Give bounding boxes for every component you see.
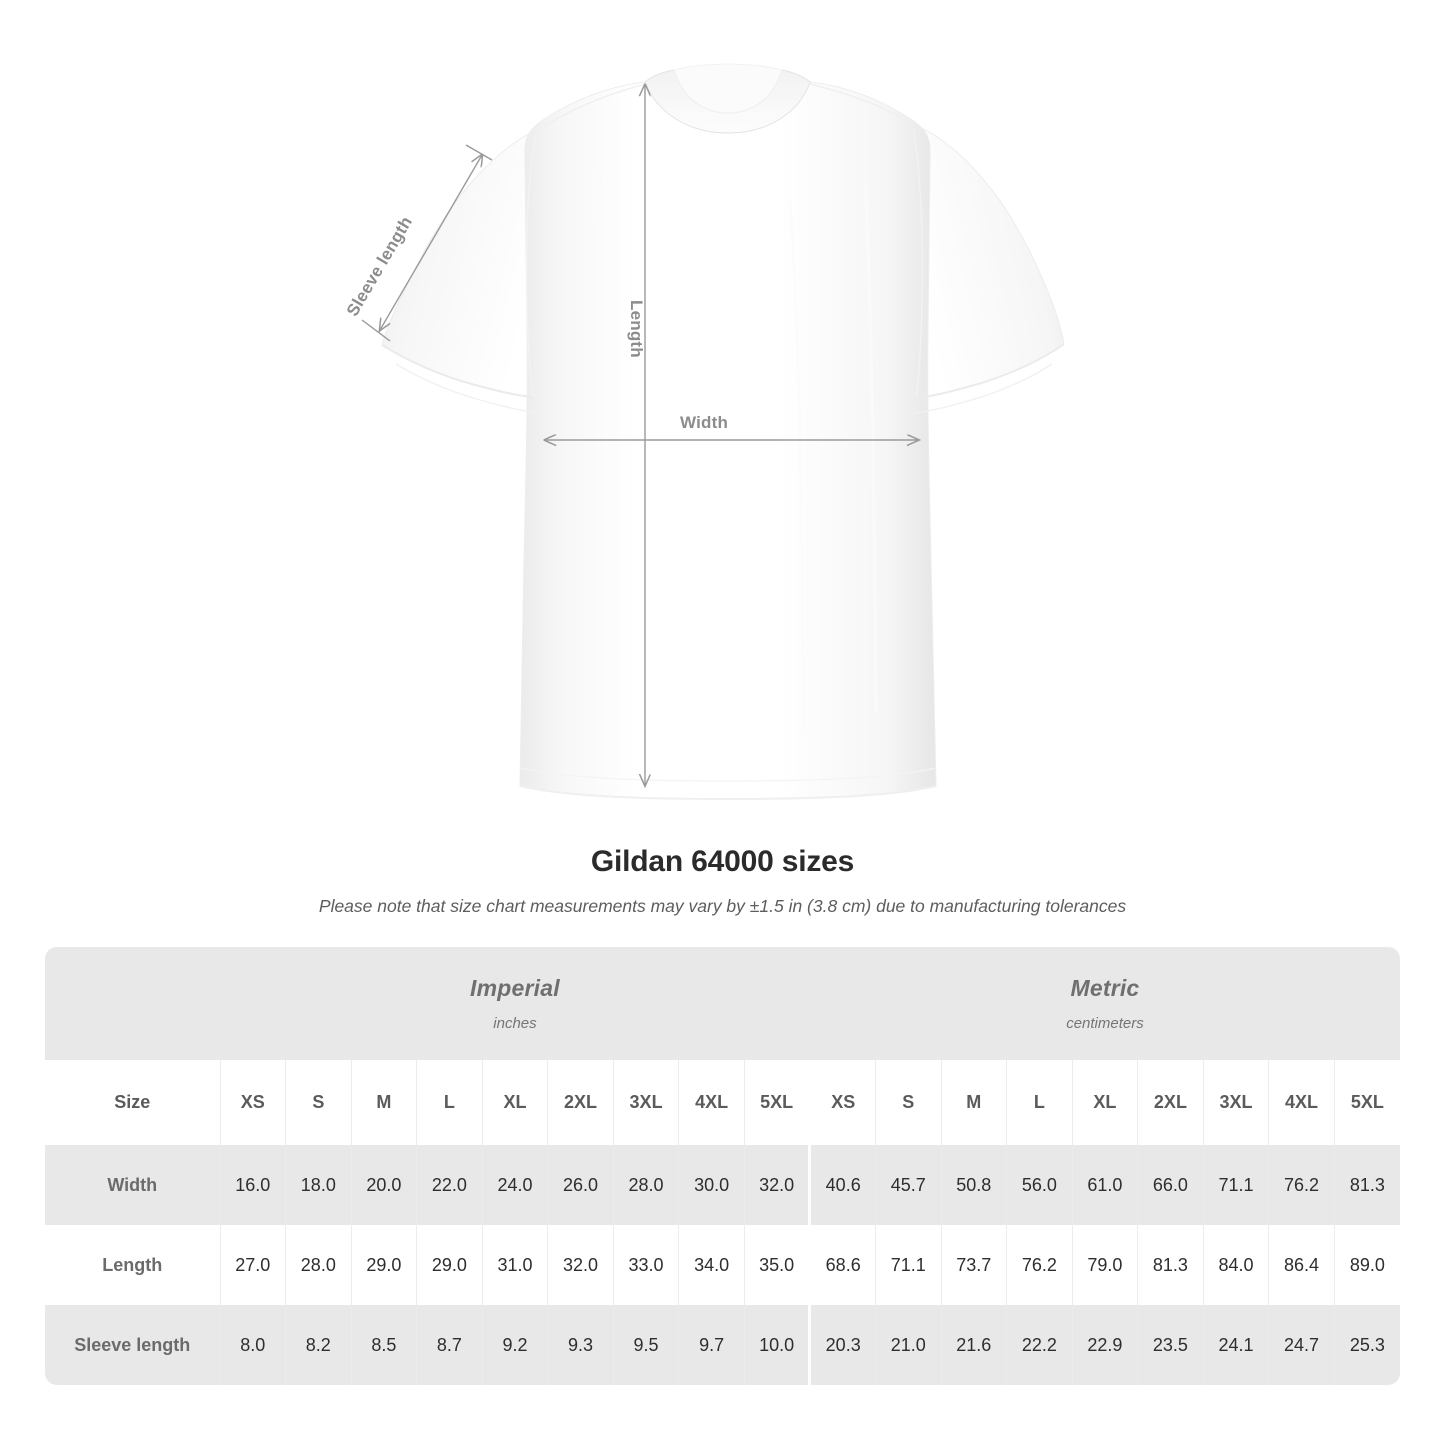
cell-length-imperial-3xl: 33.0 bbox=[612, 1225, 679, 1305]
header-imperial-5xl: 5XL bbox=[743, 1060, 810, 1145]
row-label-width: Width bbox=[45, 1145, 220, 1225]
header-metric-2xl: 2XL bbox=[1137, 1060, 1204, 1145]
cell-sleeve-imperial-m: 8.5 bbox=[350, 1305, 417, 1385]
cell-length-metric-s: 71.1 bbox=[874, 1225, 942, 1305]
header-metric-3xl: 3XL bbox=[1202, 1060, 1269, 1145]
cell-sleeve-metric-m: 21.6 bbox=[940, 1305, 1007, 1385]
header-imperial-l: L bbox=[416, 1060, 483, 1145]
cell-width-imperial-4xl: 30.0 bbox=[678, 1145, 745, 1225]
header-imperial-m: M bbox=[350, 1060, 417, 1145]
table-header-row: Size XS S M L XL 2XL 3XL 4XL 5XL XS S M … bbox=[45, 1060, 1400, 1145]
cell-sleeve-metric-5xl: 25.3 bbox=[1333, 1305, 1400, 1385]
table-row: Width 16.0 18.0 20.0 22.0 24.0 26.0 28.0… bbox=[45, 1145, 1400, 1225]
table-row: Sleeve length 8.0 8.2 8.5 8.7 9.2 9.3 9.… bbox=[45, 1305, 1400, 1385]
header-imperial-xs: XS bbox=[219, 1060, 286, 1145]
title-block: Gildan 64000 sizes Please note that size… bbox=[0, 845, 1445, 917]
unit-group-metric: Metric centimeters bbox=[809, 947, 1400, 1060]
cell-sleeve-imperial-xs: 8.0 bbox=[219, 1305, 286, 1385]
cell-width-imperial-2xl: 26.0 bbox=[547, 1145, 614, 1225]
cell-length-imperial-5xl: 35.0 bbox=[743, 1225, 810, 1305]
cell-length-imperial-s: 28.0 bbox=[285, 1225, 352, 1305]
header-imperial-3xl: 3XL bbox=[612, 1060, 679, 1145]
cell-width-metric-5xl: 81.3 bbox=[1333, 1145, 1400, 1225]
length-dimension-label: Length bbox=[627, 300, 646, 358]
cell-sleeve-metric-xl: 22.9 bbox=[1071, 1305, 1138, 1385]
header-metric-5xl: 5XL bbox=[1333, 1060, 1400, 1145]
header-imperial-4xl: 4XL bbox=[678, 1060, 745, 1145]
header-metric-4xl: 4XL bbox=[1268, 1060, 1335, 1145]
cell-width-imperial-s: 18.0 bbox=[285, 1145, 352, 1225]
cell-sleeve-metric-l: 22.2 bbox=[1006, 1305, 1073, 1385]
cell-length-imperial-2xl: 32.0 bbox=[547, 1225, 614, 1305]
cell-length-metric-l: 76.2 bbox=[1006, 1225, 1073, 1305]
unit-band-spacer bbox=[45, 947, 220, 1060]
cell-width-metric-xs: 40.6 bbox=[808, 1145, 876, 1225]
cell-width-imperial-xs: 16.0 bbox=[219, 1145, 286, 1225]
cell-width-imperial-m: 20.0 bbox=[350, 1145, 417, 1225]
width-dimension-label: Width bbox=[680, 413, 729, 432]
cell-width-imperial-l: 22.0 bbox=[416, 1145, 483, 1225]
row-label-sleeve-length: Sleeve length bbox=[45, 1305, 220, 1385]
unit-sub-imperial: inches bbox=[493, 1015, 537, 1032]
unit-name-imperial: Imperial bbox=[470, 975, 560, 1001]
header-metric-m: M bbox=[940, 1060, 1007, 1145]
cell-sleeve-imperial-l: 8.7 bbox=[416, 1305, 483, 1385]
cell-width-metric-3xl: 71.1 bbox=[1202, 1145, 1269, 1225]
table-row: Length 27.0 28.0 29.0 29.0 31.0 32.0 33.… bbox=[45, 1225, 1400, 1305]
cell-width-imperial-xl: 24.0 bbox=[481, 1145, 548, 1225]
header-metric-l: L bbox=[1006, 1060, 1073, 1145]
unit-group-imperial: Imperial inches bbox=[220, 947, 810, 1060]
cell-width-imperial-3xl: 28.0 bbox=[612, 1145, 679, 1225]
cell-sleeve-metric-2xl: 23.5 bbox=[1137, 1305, 1204, 1385]
page-title: Gildan 64000 sizes bbox=[590, 845, 855, 878]
cell-sleeve-metric-s: 21.0 bbox=[874, 1305, 942, 1385]
cell-sleeve-imperial-2xl: 9.3 bbox=[547, 1305, 614, 1385]
cell-width-metric-m: 50.8 bbox=[940, 1145, 1007, 1225]
cell-length-imperial-xl: 31.0 bbox=[481, 1225, 548, 1305]
cell-length-imperial-m: 29.0 bbox=[350, 1225, 417, 1305]
unit-sub-metric: centimeters bbox=[1066, 1015, 1144, 1032]
measurement-tolerance-note: Please note that size chart measurements… bbox=[318, 896, 1127, 916]
cell-length-metric-5xl: 89.0 bbox=[1333, 1225, 1400, 1305]
cell-sleeve-imperial-4xl: 9.7 bbox=[678, 1305, 745, 1385]
cell-sleeve-imperial-3xl: 9.5 bbox=[612, 1305, 679, 1385]
cell-width-imperial-5xl: 32.0 bbox=[743, 1145, 810, 1225]
cell-sleeve-imperial-xl: 9.2 bbox=[481, 1305, 548, 1385]
cell-length-imperial-l: 29.0 bbox=[416, 1225, 483, 1305]
cell-sleeve-imperial-5xl: 10.0 bbox=[743, 1305, 810, 1385]
cell-width-metric-s: 45.7 bbox=[874, 1145, 942, 1225]
tshirt-illustration: Width Length Sleeve length bbox=[343, 63, 1065, 801]
cell-sleeve-imperial-s: 8.2 bbox=[285, 1305, 352, 1385]
row-label-length: Length bbox=[45, 1225, 220, 1305]
header-imperial-s: S bbox=[285, 1060, 352, 1145]
size-table-container: Imperial inches Metric centimeters Size … bbox=[45, 947, 1400, 1385]
size-table: Imperial inches Metric centimeters Size … bbox=[45, 947, 1400, 1385]
cell-length-imperial-xs: 27.0 bbox=[219, 1225, 286, 1305]
cell-width-metric-4xl: 76.2 bbox=[1268, 1145, 1335, 1225]
header-metric-xs: XS bbox=[808, 1060, 876, 1145]
cell-width-metric-2xl: 66.0 bbox=[1137, 1145, 1204, 1225]
header-metric-s: S bbox=[874, 1060, 942, 1145]
cell-width-metric-xl: 61.0 bbox=[1071, 1145, 1138, 1225]
cell-sleeve-metric-xs: 20.3 bbox=[808, 1305, 876, 1385]
cell-length-metric-4xl: 86.4 bbox=[1268, 1225, 1335, 1305]
measurement-arrows bbox=[361, 85, 918, 785]
cell-length-imperial-4xl: 34.0 bbox=[678, 1225, 745, 1305]
cell-sleeve-metric-4xl: 24.7 bbox=[1268, 1305, 1335, 1385]
cell-length-metric-3xl: 84.0 bbox=[1202, 1225, 1269, 1305]
cell-length-metric-2xl: 81.3 bbox=[1137, 1225, 1204, 1305]
header-imperial-2xl: 2XL bbox=[547, 1060, 614, 1145]
cell-length-metric-m: 73.7 bbox=[940, 1225, 1007, 1305]
header-imperial-xl: XL bbox=[481, 1060, 548, 1145]
header-metric-xl: XL bbox=[1071, 1060, 1138, 1145]
unit-band-row: Imperial inches Metric centimeters bbox=[45, 947, 1400, 1060]
cell-width-metric-l: 56.0 bbox=[1006, 1145, 1073, 1225]
cell-length-metric-xl: 79.0 bbox=[1071, 1225, 1138, 1305]
cell-length-metric-xs: 68.6 bbox=[808, 1225, 876, 1305]
header-size-label: Size bbox=[45, 1060, 220, 1145]
unit-name-metric: Metric bbox=[1070, 975, 1140, 1001]
cell-sleeve-metric-3xl: 24.1 bbox=[1202, 1305, 1269, 1385]
